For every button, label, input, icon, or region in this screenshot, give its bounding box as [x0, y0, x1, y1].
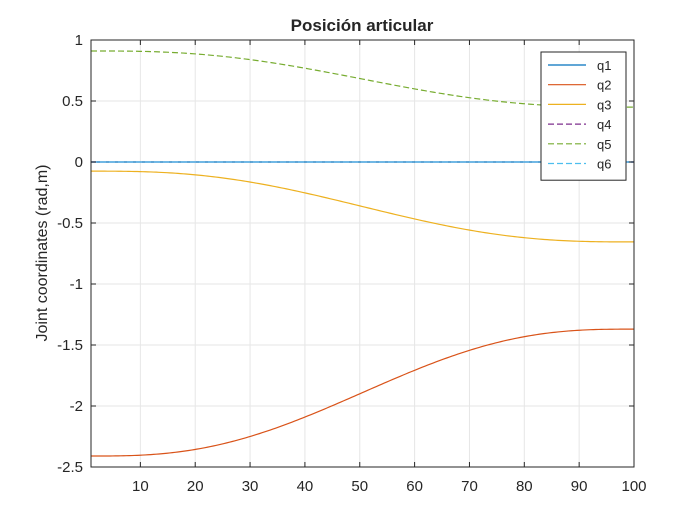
x-tick-label: 70 [461, 478, 478, 495]
y-tick-label: -1.5 [57, 337, 83, 354]
y-tick-label: 0.5 [62, 93, 83, 110]
chart-title: Posición articular [291, 16, 434, 35]
y-tick-label: -2.5 [57, 459, 83, 476]
x-tick-label: 10 [132, 478, 149, 495]
y-tick-label: 0 [75, 154, 83, 171]
ticks [91, 39, 635, 468]
legend-box [540, 51, 627, 181]
legend-label-q4: q4 [597, 117, 611, 132]
y-tick-labels: 1 0.5 0 -0.5 -1 -1.5 -2 -2.5 [57, 32, 83, 476]
y-tick-label: -2 [70, 398, 83, 415]
plot-frame [90, 39, 635, 468]
series-line-q3 [91, 170, 634, 243]
y-axis-label: Joint coordinates (rad,m) [34, 165, 51, 342]
legend-label-q6: q6 [597, 157, 611, 172]
x-tick-label: 50 [351, 478, 368, 495]
x-tick-label: 40 [297, 478, 314, 495]
legend-label-q5: q5 [597, 137, 611, 152]
x-tick-label: 60 [406, 478, 423, 495]
legend-label-q3: q3 [597, 97, 611, 112]
x-tick-labels: 10 20 30 40 50 60 70 80 90 100 [132, 478, 646, 495]
x-tick-label: 30 [242, 478, 259, 495]
series-line-q2 [91, 328, 634, 457]
legend-label-q2: q2 [597, 78, 611, 93]
legend-label-q1: q1 [597, 58, 611, 73]
x-tick-label: 80 [516, 478, 533, 495]
legend: q1 q2 q3 q4 q5 q6 [540, 51, 627, 181]
y-tick-label: -0.5 [57, 215, 83, 232]
x-tick-label: 20 [187, 478, 204, 495]
y-tick-label: -1 [70, 276, 83, 293]
x-tick-label: 90 [571, 478, 588, 495]
series-line-q5 [91, 50, 634, 108]
x-tick-label: 100 [621, 478, 646, 495]
y-tick-label: 1 [75, 32, 83, 49]
